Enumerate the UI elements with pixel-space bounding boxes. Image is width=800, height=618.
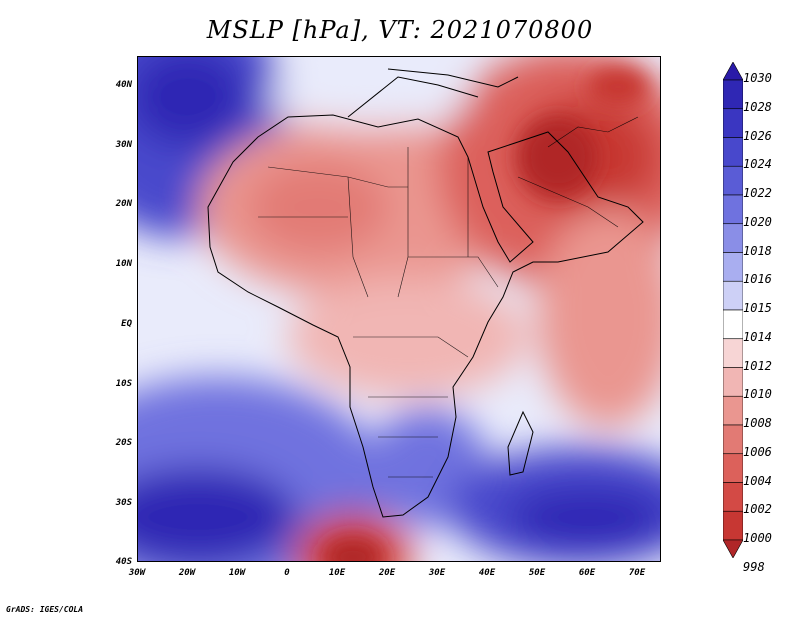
colorbar bbox=[723, 62, 743, 558]
lat-label-10s: 10S bbox=[115, 379, 132, 389]
colorbar-segment-bottom bbox=[723, 539, 743, 558]
lon-label-60e: 60E bbox=[578, 568, 596, 578]
grads-credit: GrADS: IGES/COLA bbox=[6, 605, 84, 614]
colorbar-segment bbox=[723, 424, 743, 455]
colorbar-segment-top bbox=[723, 62, 743, 81]
colorbar-label: 1002 bbox=[743, 502, 772, 517]
colorbar-label: 1030 bbox=[743, 71, 772, 85]
colorbar-segment bbox=[723, 252, 743, 282]
colorbar-segment bbox=[723, 194, 743, 225]
colorbar-label: 1010 bbox=[743, 387, 772, 402]
colorbar-label: 1022 bbox=[743, 186, 772, 200]
colorbar-segment bbox=[723, 79, 743, 110]
colorbar-label: 1006 bbox=[743, 444, 772, 459]
lat-label-40n: 40N bbox=[115, 80, 132, 90]
lat-label-30n: 30N bbox=[115, 140, 132, 150]
pressure-map bbox=[137, 56, 661, 562]
lon-label-10e: 10E bbox=[328, 568, 346, 578]
colorbar-segment bbox=[723, 165, 743, 196]
colorbar-segment bbox=[723, 309, 743, 340]
colorbar-label: 998 bbox=[743, 559, 765, 574]
lat-label-20n: 20N bbox=[115, 199, 132, 209]
country-borders bbox=[258, 116, 639, 478]
lat-label-20s: 20S bbox=[115, 438, 132, 448]
colorbar-segment bbox=[723, 108, 743, 138]
lat-label-40s: 40S bbox=[115, 557, 132, 567]
colorbar-segment bbox=[723, 338, 743, 368]
lon-label-30e: 30E bbox=[428, 568, 446, 578]
lon-label-40e: 40E bbox=[478, 568, 496, 578]
colorbar-segment bbox=[723, 367, 743, 397]
lon-label-10w: 10W bbox=[228, 568, 246, 578]
colorbar-label: 1012 bbox=[743, 358, 772, 373]
colorbar-label: 1004 bbox=[743, 473, 772, 488]
lat-label-10n: 10N bbox=[115, 259, 132, 269]
lon-label-70e: 70E bbox=[628, 568, 646, 578]
colorbar-segment bbox=[723, 395, 743, 426]
colorbar-label: 1024 bbox=[743, 157, 772, 172]
lat-label-eq: EQ bbox=[121, 319, 132, 329]
lon-label-30w: 30W bbox=[128, 568, 146, 578]
colorbar-label: 1018 bbox=[743, 243, 772, 258]
colorbar-label: 1014 bbox=[743, 329, 772, 344]
colorbar-label: 1016 bbox=[743, 272, 772, 287]
colorbar-segment bbox=[723, 223, 743, 253]
colorbar-label: 1020 bbox=[743, 214, 772, 229]
map-title: MSLP [hPa], VT: 2021070800 bbox=[206, 16, 594, 44]
colorbar-label: 1015 bbox=[743, 301, 772, 315]
colorbar-label: 1026 bbox=[743, 128, 772, 143]
lon-label-20w: 20W bbox=[178, 568, 196, 578]
colorbar-segment bbox=[723, 510, 743, 541]
lon-label-50e: 50E bbox=[528, 568, 546, 578]
lon-label-20e: 20E bbox=[378, 568, 396, 578]
colorbar-segment bbox=[723, 137, 743, 167]
lon-label-0: 0 bbox=[284, 568, 290, 578]
colorbar-label: 1000 bbox=[743, 531, 772, 545]
coastlines bbox=[207, 68, 644, 518]
colorbar-segment bbox=[723, 280, 743, 311]
colorbar-label: 1028 bbox=[743, 99, 772, 114]
colorbar-segment bbox=[723, 482, 743, 512]
colorbar-label: 1008 bbox=[743, 416, 772, 430]
colorbar-segment bbox=[723, 453, 743, 483]
lat-label-30s: 30S bbox=[115, 498, 132, 508]
